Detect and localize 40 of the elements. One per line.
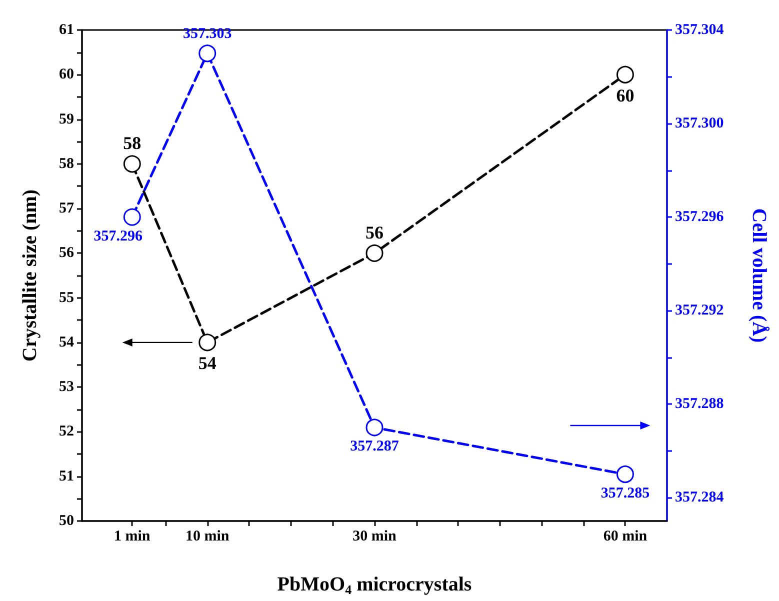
y-tick-label: 50: [59, 513, 74, 529]
point: [366, 418, 384, 436]
x-tick-label: 30 min: [352, 528, 398, 544]
y-tick-label: 53: [59, 379, 74, 396]
y2-tick-label: 357.284: [675, 490, 724, 506]
y-tick-label: 54: [59, 334, 74, 350]
y-tick-label: 56: [59, 245, 74, 262]
y2-tick-label: 357.292: [675, 302, 724, 319]
point: [616, 66, 634, 84]
y2-axis-title: Cell volume (Å): [748, 208, 770, 343]
y2-tick-label: 357.288: [675, 396, 724, 412]
y-tick-label: 52: [59, 424, 74, 440]
data-label: 54: [198, 353, 216, 374]
data-label: 357.287: [350, 438, 400, 455]
y-tick-label: 59: [59, 111, 74, 128]
y-tick-label: 60: [59, 66, 74, 83]
y-tick-label: 55: [59, 290, 74, 306]
y-tick-label: 51: [59, 468, 74, 484]
data-label: 357.303: [182, 26, 232, 42]
point: [123, 208, 141, 226]
y-tick-label: 57: [59, 200, 74, 217]
data-label: 58: [123, 133, 142, 154]
point: [198, 334, 216, 352]
y-tick-label: 61: [59, 22, 74, 38]
data-label: 60: [616, 85, 634, 106]
x-tick-label: 1 min: [114, 528, 151, 544]
data-label: 56: [366, 222, 384, 242]
point: [123, 155, 141, 173]
y-tick-label: 58: [59, 156, 74, 172]
point: [616, 465, 634, 483]
data-label: 357.285: [600, 485, 650, 502]
y2-tick-label: 357.300: [675, 116, 724, 132]
x-tick-label: 10 min: [185, 528, 230, 544]
point: [366, 244, 384, 262]
y2-tick-label: 357.304: [675, 22, 724, 38]
point: [198, 44, 216, 62]
y-axis-title: Crystallite size (nm): [19, 189, 41, 362]
y2-tick-label: 357.296: [675, 209, 724, 226]
data-label: 357.296: [94, 228, 144, 244]
x-tick-label: 60 min: [603, 528, 648, 544]
